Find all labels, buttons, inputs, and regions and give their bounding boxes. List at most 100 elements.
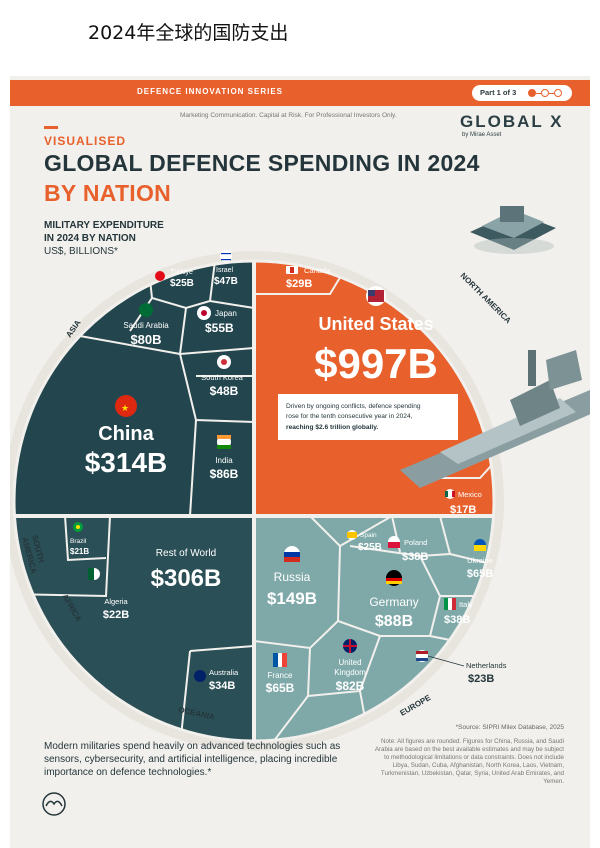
country-value-china: $314B bbox=[85, 447, 168, 478]
country-name-algeria: Algeria bbox=[104, 597, 128, 606]
flag-brazil-diamond bbox=[76, 525, 80, 529]
document-caption: 2024年全球的国防支出 bbox=[88, 22, 289, 44]
flag-south-korea-taeguk bbox=[221, 359, 227, 365]
country-value-brazil: $21B bbox=[70, 547, 89, 556]
country-value-south-korea: $48B bbox=[210, 384, 239, 398]
flag-italy-green bbox=[444, 598, 448, 610]
flag-canada-leaf bbox=[290, 267, 294, 273]
page-title: GLOBAL DEFENCE SPENDING IN 2024 bbox=[44, 150, 480, 176]
hovercraft-deck bbox=[482, 210, 544, 238]
country-value-mexico: $17B bbox=[450, 504, 476, 516]
cell-border bbox=[337, 545, 442, 637]
country-name-united-kingdom: United bbox=[338, 658, 361, 667]
series-header-bar: DEFENCE INNOVATION SERIES Part 1 of 3 bbox=[10, 80, 590, 106]
flag-france-red bbox=[282, 653, 287, 667]
country-name-india: India bbox=[215, 456, 233, 465]
kicker: VISUALISED bbox=[44, 134, 127, 148]
hovercraft-illustration bbox=[470, 206, 556, 254]
destroyer-mast bbox=[528, 350, 536, 386]
country-name-rest-of-world: Rest of World bbox=[156, 548, 216, 559]
flag-india-green bbox=[217, 445, 231, 449]
logo-mark-stroke bbox=[45, 800, 63, 807]
netherlands-leader-line bbox=[427, 655, 465, 667]
country-value-united-states: $997B bbox=[314, 340, 438, 387]
country-name-australia: Australia bbox=[209, 668, 239, 677]
voronoi-treemap-chart: ASIA NORTH AMERICA SOUTH AMERICA AFRICA … bbox=[10, 250, 513, 751]
flag-netherlands-red bbox=[416, 651, 428, 654]
country-name-turkiye: Türkiye bbox=[170, 269, 193, 276]
flag-china-icon bbox=[115, 395, 137, 417]
flag-china-star-icon: ★ bbox=[121, 403, 129, 413]
hovercraft-cabin bbox=[500, 206, 524, 222]
part-dot-1-icon bbox=[528, 89, 536, 97]
country-name-netherlands: Netherlands bbox=[466, 661, 507, 670]
country-value-israel: $47B bbox=[214, 276, 238, 287]
flag-italy-red bbox=[452, 598, 456, 610]
flag-israel-stripe bbox=[221, 253, 231, 255]
flag-australia-icon bbox=[194, 670, 206, 682]
country-value-turkiye: $25B bbox=[170, 278, 194, 289]
flag-germany-red bbox=[386, 578, 402, 581]
footer-statement: Modern militaries spend heavily on advan… bbox=[44, 741, 341, 778]
flag-france-blue bbox=[273, 653, 278, 667]
country-name-south-korea: South Korea bbox=[201, 373, 244, 382]
part-dot-connector bbox=[549, 92, 554, 94]
destroyer-bridge bbox=[546, 350, 582, 390]
country-name-israel: Israel bbox=[216, 267, 234, 274]
us-callout-line2: rose for the tenth consecutive year in 2… bbox=[286, 413, 413, 420]
infographic-poster: DEFENCE INNOVATION SERIES Part 1 of 3 Ma… bbox=[10, 76, 590, 848]
chart-circle-edge bbox=[12, 259, 496, 743]
part-indicator: Part 1 of 3 bbox=[472, 85, 572, 101]
country-name-italy: Italy bbox=[459, 600, 473, 609]
flag-united-states-canton bbox=[368, 290, 375, 296]
country-value-australia: $34B bbox=[209, 680, 235, 692]
country-name-saudi-arabia: Saudi Arabia bbox=[123, 321, 169, 330]
source-note: *Source: SIPRI Milex Database, 2025 bbox=[455, 724, 564, 731]
part-dot-connector bbox=[536, 92, 541, 94]
country-value-spain: $25B bbox=[358, 542, 382, 553]
destroyer-illustration bbox=[400, 350, 590, 488]
flag-russia-blue bbox=[284, 552, 300, 557]
cell-border bbox=[339, 515, 393, 547]
cell-border bbox=[209, 300, 255, 309]
country-value-germany: $88B bbox=[375, 613, 413, 630]
part-label: Part 1 of 3 bbox=[480, 88, 517, 97]
flag-ukraine-yellow bbox=[474, 545, 486, 551]
part-dot-2-icon bbox=[541, 89, 549, 97]
country-value-saudi-arabia: $80B bbox=[130, 332, 161, 347]
country-name-ukraine: Ukraine bbox=[467, 556, 493, 565]
flag-mexico-red bbox=[452, 491, 455, 497]
us-callout-line1: Driven by ongoing conflicts, defence spe… bbox=[286, 403, 421, 410]
flag-uk-cross-v bbox=[349, 639, 351, 653]
flag-turkiye-icon bbox=[155, 271, 165, 281]
country-value-ukraine: $65B bbox=[467, 568, 493, 580]
flag-japan-disc bbox=[201, 310, 207, 316]
country-value-netherlands: $23B bbox=[468, 673, 494, 685]
region-label-north-america: NORTH AMERICA bbox=[459, 271, 513, 325]
flag-india-saffron bbox=[217, 435, 231, 439]
country-name-germany: Germany bbox=[369, 595, 418, 609]
cell-border bbox=[419, 553, 451, 557]
cell-border bbox=[64, 515, 107, 562]
country-name-poland: Poland bbox=[404, 538, 427, 547]
flag-netherlands-blue bbox=[416, 658, 428, 661]
country-value-rest-of-world: $306B bbox=[151, 565, 222, 592]
cell-border bbox=[189, 419, 197, 517]
country-value-algeria: $22B bbox=[103, 609, 129, 621]
flag-mexico-green bbox=[445, 491, 448, 497]
chart-unit: US$, BILLIONS* bbox=[44, 246, 118, 257]
country-name-mexico: Mexico bbox=[458, 490, 482, 499]
country-name-brazil: Brazil bbox=[70, 538, 87, 545]
country-value-russia: $149B bbox=[267, 589, 317, 608]
cell-border bbox=[189, 645, 255, 652]
country-name-spain: Spain bbox=[360, 532, 377, 539]
country-value-poland: $38B bbox=[402, 551, 428, 563]
country-value-japan: $55B bbox=[205, 321, 234, 335]
page-title-line2: BY NATION bbox=[44, 180, 172, 206]
country-value-united-kingdom: $82B bbox=[336, 679, 365, 693]
series-label: DEFENCE INNOVATION SERIES bbox=[136, 87, 284, 96]
us-callout-line3: reaching $2.6 trillion globally. bbox=[286, 424, 378, 431]
part-dot-3-icon bbox=[554, 89, 562, 97]
chart-subtitle-line2: IN 2024 BY NATION bbox=[44, 233, 136, 244]
country-name-japan: Japan bbox=[215, 309, 237, 318]
